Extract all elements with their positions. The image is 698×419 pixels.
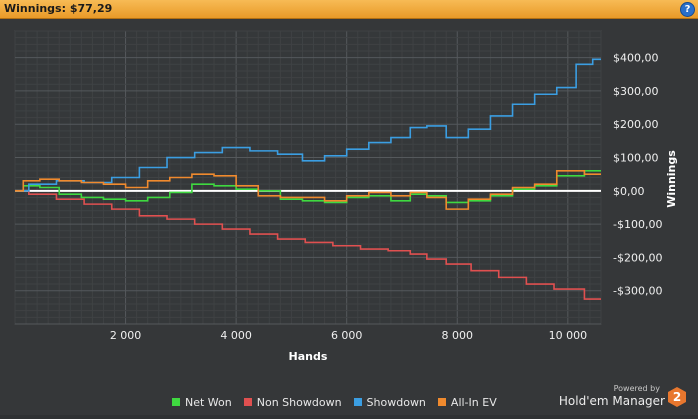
legend-item[interactable]: All-In EV (437, 395, 497, 409)
series-line-non-showdown (15, 190, 601, 300)
legend-swatch (243, 398, 252, 406)
powered-by-text: Powered by (613, 384, 660, 393)
y-axis-label: Winnings (665, 150, 678, 208)
series-line-showdown (15, 58, 601, 192)
legend-label: Net Won (185, 395, 232, 409)
legend-swatch (437, 398, 446, 406)
x-tick-label: 8 000 (442, 329, 474, 342)
y-tick-label: -$100,00 (613, 218, 662, 231)
legend-label: Non Showdown (256, 395, 342, 409)
question-icon[interactable]: ? (680, 2, 695, 17)
x-tick-label: 4 000 (220, 329, 252, 342)
winnings-chart: $400,00 $300,00 $200,00 $100,00 $0,00 -$100,0… (14, 30, 678, 363)
brand-name: Hold'em Manager (558, 394, 665, 408)
y-tick-label: $200,00 (613, 118, 659, 131)
chart-legend: Net Won Non Showdown Showdown All-In EV (172, 395, 509, 409)
legend-swatch (353, 398, 362, 406)
legend-swatch (172, 398, 180, 406)
y-tick-label: $0,00 (613, 185, 645, 198)
legend-label: Showdown (366, 395, 426, 409)
winnings-chart-panel: $400,00 $300,00 $200,00 $100,00 $0,00 -$100,0… (0, 19, 698, 415)
y-tick-label: -$300,00 (613, 285, 662, 298)
y-tick-label: $300,00 (613, 85, 659, 98)
series-group (15, 58, 601, 300)
brand-logo-icon: 2 (668, 387, 686, 407)
winnings-title: Winnings: $77,29 (4, 2, 113, 15)
legend-label: All-In EV (450, 395, 497, 409)
grid-lines (14, 30, 602, 325)
legend-item[interactable]: Net Won (172, 396, 232, 409)
title-bar: Winnings: $77,29 ? (0, 0, 698, 19)
legend-item[interactable]: Non Showdown (243, 395, 342, 409)
x-tick-label: 2 000 (110, 329, 142, 342)
y-tick-labels: $400,00 $300,00 $200,00 $100,00 $0,00 -$100,0… (613, 52, 662, 298)
x-tick-label: 10 000 (549, 329, 588, 342)
y-tick-label: -$200,00 (613, 251, 662, 264)
x-axis-label: Hands (289, 350, 328, 363)
y-tick-label: $100,00 (613, 152, 659, 165)
series-line-all-in-ev (15, 170, 601, 210)
y-tick-label: $400,00 (613, 52, 659, 65)
x-tick-label: 6 000 (331, 329, 363, 342)
legend-item[interactable]: Showdown (353, 395, 426, 409)
x-tick-labels: 2 000 4 000 6 000 8 000 10 000 (110, 329, 587, 342)
